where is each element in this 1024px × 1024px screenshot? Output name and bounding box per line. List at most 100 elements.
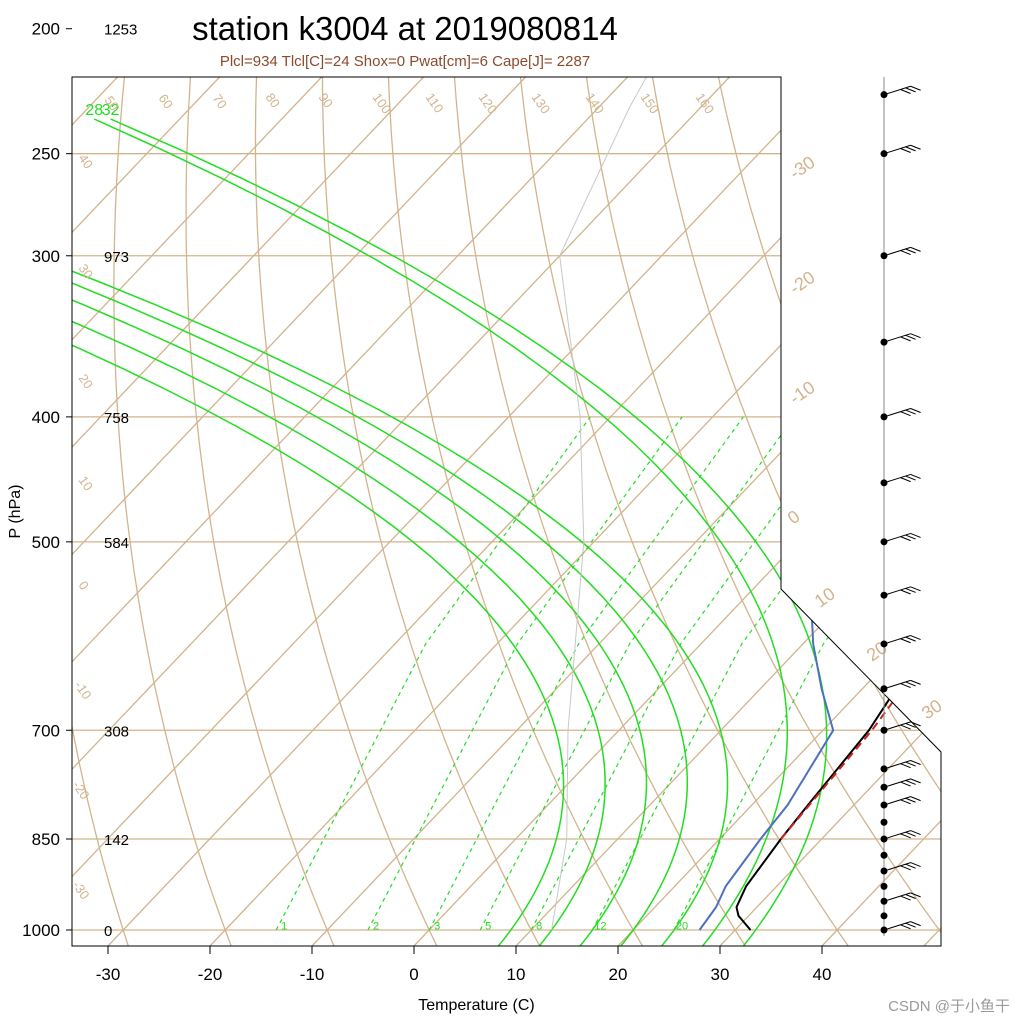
moist-adiabat bbox=[93, 118, 789, 946]
moist-adiabat bbox=[72, 118, 729, 946]
isotherm-label: -30 bbox=[786, 152, 819, 183]
dry-adiabat bbox=[72, 77, 129, 946]
barb-flag bbox=[905, 475, 916, 481]
barb-shaft bbox=[883, 760, 911, 770]
moist-adiabat-label: 32 bbox=[102, 102, 120, 119]
barb-flag bbox=[900, 895, 911, 901]
barb-flag bbox=[900, 638, 911, 644]
barb-flag bbox=[905, 587, 916, 593]
moist-adiabat bbox=[110, 118, 828, 946]
mixing-ratio-label: 8 bbox=[536, 921, 542, 933]
barb-flag bbox=[905, 681, 916, 687]
barb-dot bbox=[880, 818, 888, 826]
series-line-reference bbox=[551, 77, 809, 931]
barb-shaft bbox=[883, 532, 911, 543]
isotherm-label: -10 bbox=[786, 377, 819, 408]
isotherm-label: 10 bbox=[811, 583, 839, 611]
isotherm bbox=[617, 77, 941, 946]
moist-adiabat bbox=[72, 118, 689, 946]
barb-flag bbox=[905, 636, 916, 642]
moist-adiabat bbox=[72, 118, 565, 946]
barb-flag bbox=[900, 724, 911, 730]
axes: 1001502002503004005007008501000167712539… bbox=[7, 20, 832, 1014]
y-tick-label: 200 bbox=[32, 20, 60, 39]
barb-flag bbox=[910, 586, 921, 592]
height-label: 0 bbox=[104, 923, 112, 940]
y-tick-label: 850 bbox=[32, 830, 60, 849]
barb-flag bbox=[910, 144, 921, 150]
dry-adiabat-label: -10 bbox=[72, 678, 95, 702]
height-label: 758 bbox=[104, 410, 129, 427]
mixing-ratio-line bbox=[275, 416, 591, 931]
dry-adiabat-label: -20 bbox=[70, 778, 93, 802]
barb-flag bbox=[905, 922, 916, 928]
barb-flag bbox=[900, 924, 911, 930]
series-lines bbox=[551, 77, 941, 931]
mixing-ratio-label: 12 bbox=[594, 921, 606, 933]
isotherm-label: -20 bbox=[786, 267, 819, 298]
barb-shaft bbox=[883, 635, 911, 645]
barb-flag bbox=[900, 336, 911, 342]
barb-flag bbox=[910, 679, 921, 685]
isotherm bbox=[311, 77, 941, 946]
y-tick-label: 300 bbox=[32, 247, 60, 266]
isotherm-label: 30 bbox=[918, 695, 946, 723]
mixing-ratio-label: 5 bbox=[485, 921, 491, 933]
barb-flag bbox=[910, 473, 921, 479]
isotherm bbox=[209, 77, 941, 946]
dry-adiabat-label: 80 bbox=[263, 90, 284, 110]
barb-flag bbox=[905, 894, 916, 899]
isotherm bbox=[72, 77, 628, 946]
barb-flag bbox=[900, 250, 911, 256]
x-tick-label: 30 bbox=[711, 965, 730, 984]
chart-title: station k3004 at 2019080814 bbox=[192, 10, 618, 47]
barb-flag bbox=[910, 532, 921, 538]
isotherm bbox=[72, 77, 221, 946]
barb-flag bbox=[905, 248, 916, 254]
barb-shaft bbox=[883, 85, 911, 96]
dry-adiabat bbox=[254, 77, 438, 946]
barb-flag bbox=[910, 921, 921, 927]
dry-adiabat bbox=[849, 77, 941, 946]
x-tick-label: 40 bbox=[813, 965, 832, 984]
barb-flag bbox=[900, 589, 911, 595]
barb-shaft bbox=[883, 778, 911, 788]
barb-shaft bbox=[883, 246, 911, 257]
barb-flag bbox=[900, 411, 911, 417]
x-tick-label: -20 bbox=[198, 965, 223, 984]
dry-adiabat-label: 0 bbox=[76, 578, 92, 593]
dry-adiabat bbox=[519, 77, 849, 946]
barb-flag bbox=[910, 333, 921, 339]
mixing-ratio-line bbox=[673, 416, 941, 931]
dry-adiabat bbox=[585, 77, 941, 946]
barb-flag bbox=[905, 831, 916, 837]
barb-flag bbox=[905, 334, 916, 340]
mixing-ratio-label: 20 bbox=[676, 921, 688, 933]
chart-subtitle: Plcl=934 Tlcl[C]=24 Shox=0 Pwat[cm]=6 Ca… bbox=[219, 53, 591, 70]
barb-flag bbox=[900, 799, 911, 805]
barb-flag bbox=[900, 477, 911, 483]
x-tick-label: 10 bbox=[507, 965, 526, 984]
isotherm bbox=[72, 77, 730, 946]
mixing-ratio-label: 2 bbox=[373, 921, 379, 933]
moist-adiabat bbox=[72, 118, 606, 946]
y-tick-label: 500 bbox=[32, 533, 60, 552]
x-tick-label: -10 bbox=[300, 965, 325, 984]
isotherm bbox=[72, 77, 424, 946]
barb-shaft bbox=[883, 586, 911, 596]
barb-flag bbox=[900, 89, 911, 94]
barb-dot bbox=[880, 882, 888, 890]
height-label: 308 bbox=[104, 723, 129, 740]
barb-shaft bbox=[883, 830, 911, 840]
dry-adiabat-label: 20 bbox=[76, 371, 97, 391]
background-labels: 8121620242832123581220-30-20-10010203050… bbox=[70, 90, 946, 933]
barb-flag bbox=[905, 534, 916, 540]
dry-adiabat bbox=[185, 77, 335, 946]
mixing-ratio-line bbox=[530, 416, 846, 931]
isotherm-label: 0 bbox=[784, 506, 804, 528]
dry-adiabat-label: 110 bbox=[423, 90, 447, 116]
dry-adiabat-label: 10 bbox=[76, 473, 97, 493]
height-label: 584 bbox=[104, 535, 129, 552]
barb-flag bbox=[905, 87, 916, 93]
